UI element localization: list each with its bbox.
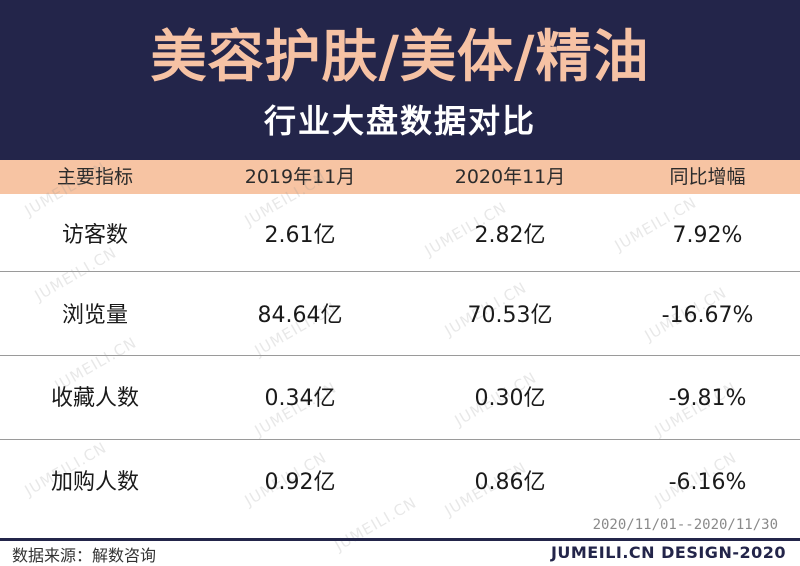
value-2020: 2.82亿 bbox=[474, 223, 546, 248]
header-banner: 美容护肤/美体/精油 行业大盘数据对比 bbox=[0, 0, 800, 160]
date-range: 2020/11/01--2020/11/30 bbox=[592, 517, 778, 533]
table-row: 浏览量 84.64亿 70.53亿 -16.67% bbox=[0, 274, 800, 358]
growth-value: 7.92% bbox=[672, 223, 743, 248]
column-header-metric: 主要指标 bbox=[56, 166, 133, 188]
column-header-growth: 同比增幅 bbox=[669, 166, 746, 188]
design-credit: JUMEILI.CN DESIGN-2020 bbox=[550, 543, 786, 562]
value-2019: 0.34亿 bbox=[264, 386, 336, 411]
table-row: 收藏人数 0.34亿 0.30亿 -9.81% bbox=[0, 357, 800, 441]
column-header-2020: 2020年11月 bbox=[454, 166, 566, 188]
row-divider bbox=[0, 439, 800, 440]
page-title: 美容护肤/美体/精油 bbox=[150, 25, 650, 90]
row-divider bbox=[0, 271, 800, 272]
growth-value: -9.81% bbox=[668, 386, 747, 411]
row-label: 收藏人数 bbox=[50, 386, 139, 411]
value-2020: 0.86亿 bbox=[474, 470, 546, 495]
row-label: 浏览量 bbox=[61, 303, 128, 328]
table-header: 主要指标 2019年11月 2020年11月 同比增幅 bbox=[0, 160, 800, 194]
column-header-2019: 2019年11月 bbox=[244, 166, 356, 188]
value-2019: 84.64亿 bbox=[257, 303, 343, 328]
value-2020: 70.53亿 bbox=[467, 303, 553, 328]
row-divider bbox=[0, 355, 800, 356]
growth-value: -6.16% bbox=[668, 470, 747, 495]
row-label: 访客数 bbox=[61, 223, 128, 248]
data-source: 数据来源：解数咨询 bbox=[12, 546, 157, 565]
growth-value: -16.67% bbox=[661, 303, 754, 328]
value-2019: 0.92亿 bbox=[264, 470, 336, 495]
table-row: 加购人数 0.92亿 0.86亿 -6.16% bbox=[0, 441, 800, 525]
footer-divider bbox=[0, 538, 800, 541]
value-2019: 2.61亿 bbox=[264, 223, 336, 248]
table-row: 访客数 2.61亿 2.82亿 7.92% bbox=[0, 194, 800, 278]
page-subtitle: 行业大盘数据对比 bbox=[263, 102, 536, 140]
row-label: 加购人数 bbox=[50, 470, 139, 495]
value-2020: 0.30亿 bbox=[474, 386, 546, 411]
